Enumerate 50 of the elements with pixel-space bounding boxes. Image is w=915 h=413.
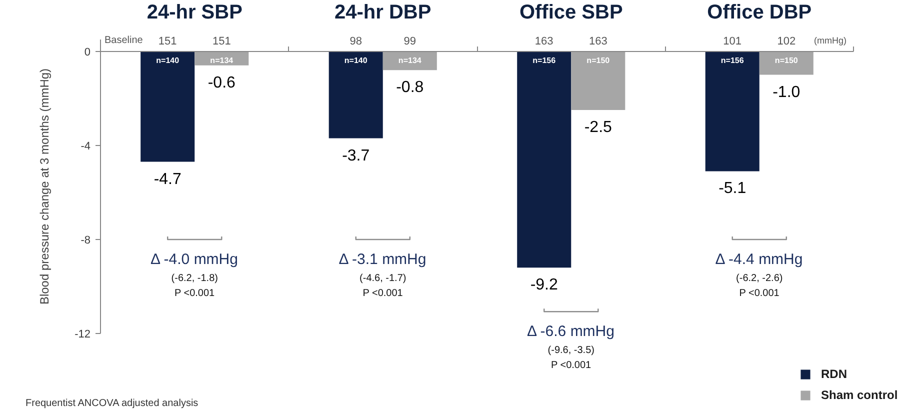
annotation: P <0.001: [362, 288, 404, 299]
x-tick-label: 24-hr DBP: [334, 2, 432, 24]
data-label: -1.0: [772, 84, 800, 101]
annotation: (-4.6, -1.7): [360, 273, 406, 284]
y-tick-label: -8: [80, 234, 90, 246]
data-label: -3.7: [342, 147, 370, 164]
annotation: n=150: [586, 56, 610, 66]
data-label: -4.7: [154, 170, 182, 188]
annotation: n=134: [398, 56, 422, 66]
annotation: Δ -4.0 mmHg: [150, 251, 238, 268]
x-tick-label: Office DBP: [707, 2, 812, 24]
annotation: n=156: [532, 56, 556, 66]
annotation: n=134: [210, 56, 234, 66]
text: Frequentist ANCOVA adjusted analysis: [26, 398, 198, 409]
x-tick-label: Office SBP: [519, 2, 623, 24]
annotation: (-6.2, -1.8): [171, 273, 218, 284]
annotation: 101: [723, 36, 742, 48]
data-label: -5.1: [718, 180, 746, 198]
annotation: n=150: [774, 56, 798, 66]
y-tick-label: -4: [80, 140, 90, 152]
annotation: n=140: [344, 56, 368, 66]
annotation: 99: [404, 36, 416, 48]
y-tick-label: 0: [84, 46, 91, 58]
annotation: Δ -4.4 mmHg: [715, 251, 803, 268]
data-label: -9.2: [530, 276, 558, 294]
data-label: -0.8: [396, 79, 424, 96]
annotation: Δ -6.6 mmHg: [526, 323, 614, 340]
legend-label: Sham control: [821, 388, 898, 402]
annotation: (mmHg): [814, 36, 847, 46]
annotation: P <0.001: [174, 288, 216, 299]
y-axis-title: Blood pressure change at 3 months (mmHg): [38, 68, 52, 305]
annotation: Δ -3.1 mmHg: [338, 251, 426, 268]
legend-label: RDN: [821, 367, 847, 381]
annotation: 151: [158, 36, 177, 48]
annotation: P <0.001: [739, 288, 780, 299]
annotation: n=140: [156, 56, 180, 66]
annotation: 102: [777, 36, 796, 48]
annotation: 151: [212, 36, 231, 48]
annotation: (-6.2, -2.6): [736, 273, 783, 284]
annotation: 163: [534, 36, 554, 48]
data-label: -0.6: [208, 74, 236, 92]
annotation: Baseline: [104, 35, 144, 46]
text: P <0.001: [550, 360, 592, 372]
annotation: 163: [588, 36, 608, 48]
annotation: 98: [350, 36, 362, 48]
y-tick-label: -12: [74, 328, 91, 340]
annotation: n=156: [720, 56, 744, 66]
x-tick-label: 24-hr SBP: [146, 2, 242, 24]
data-label: -2.5: [584, 119, 612, 136]
text: (-9.6, -3.5): [548, 345, 594, 356]
